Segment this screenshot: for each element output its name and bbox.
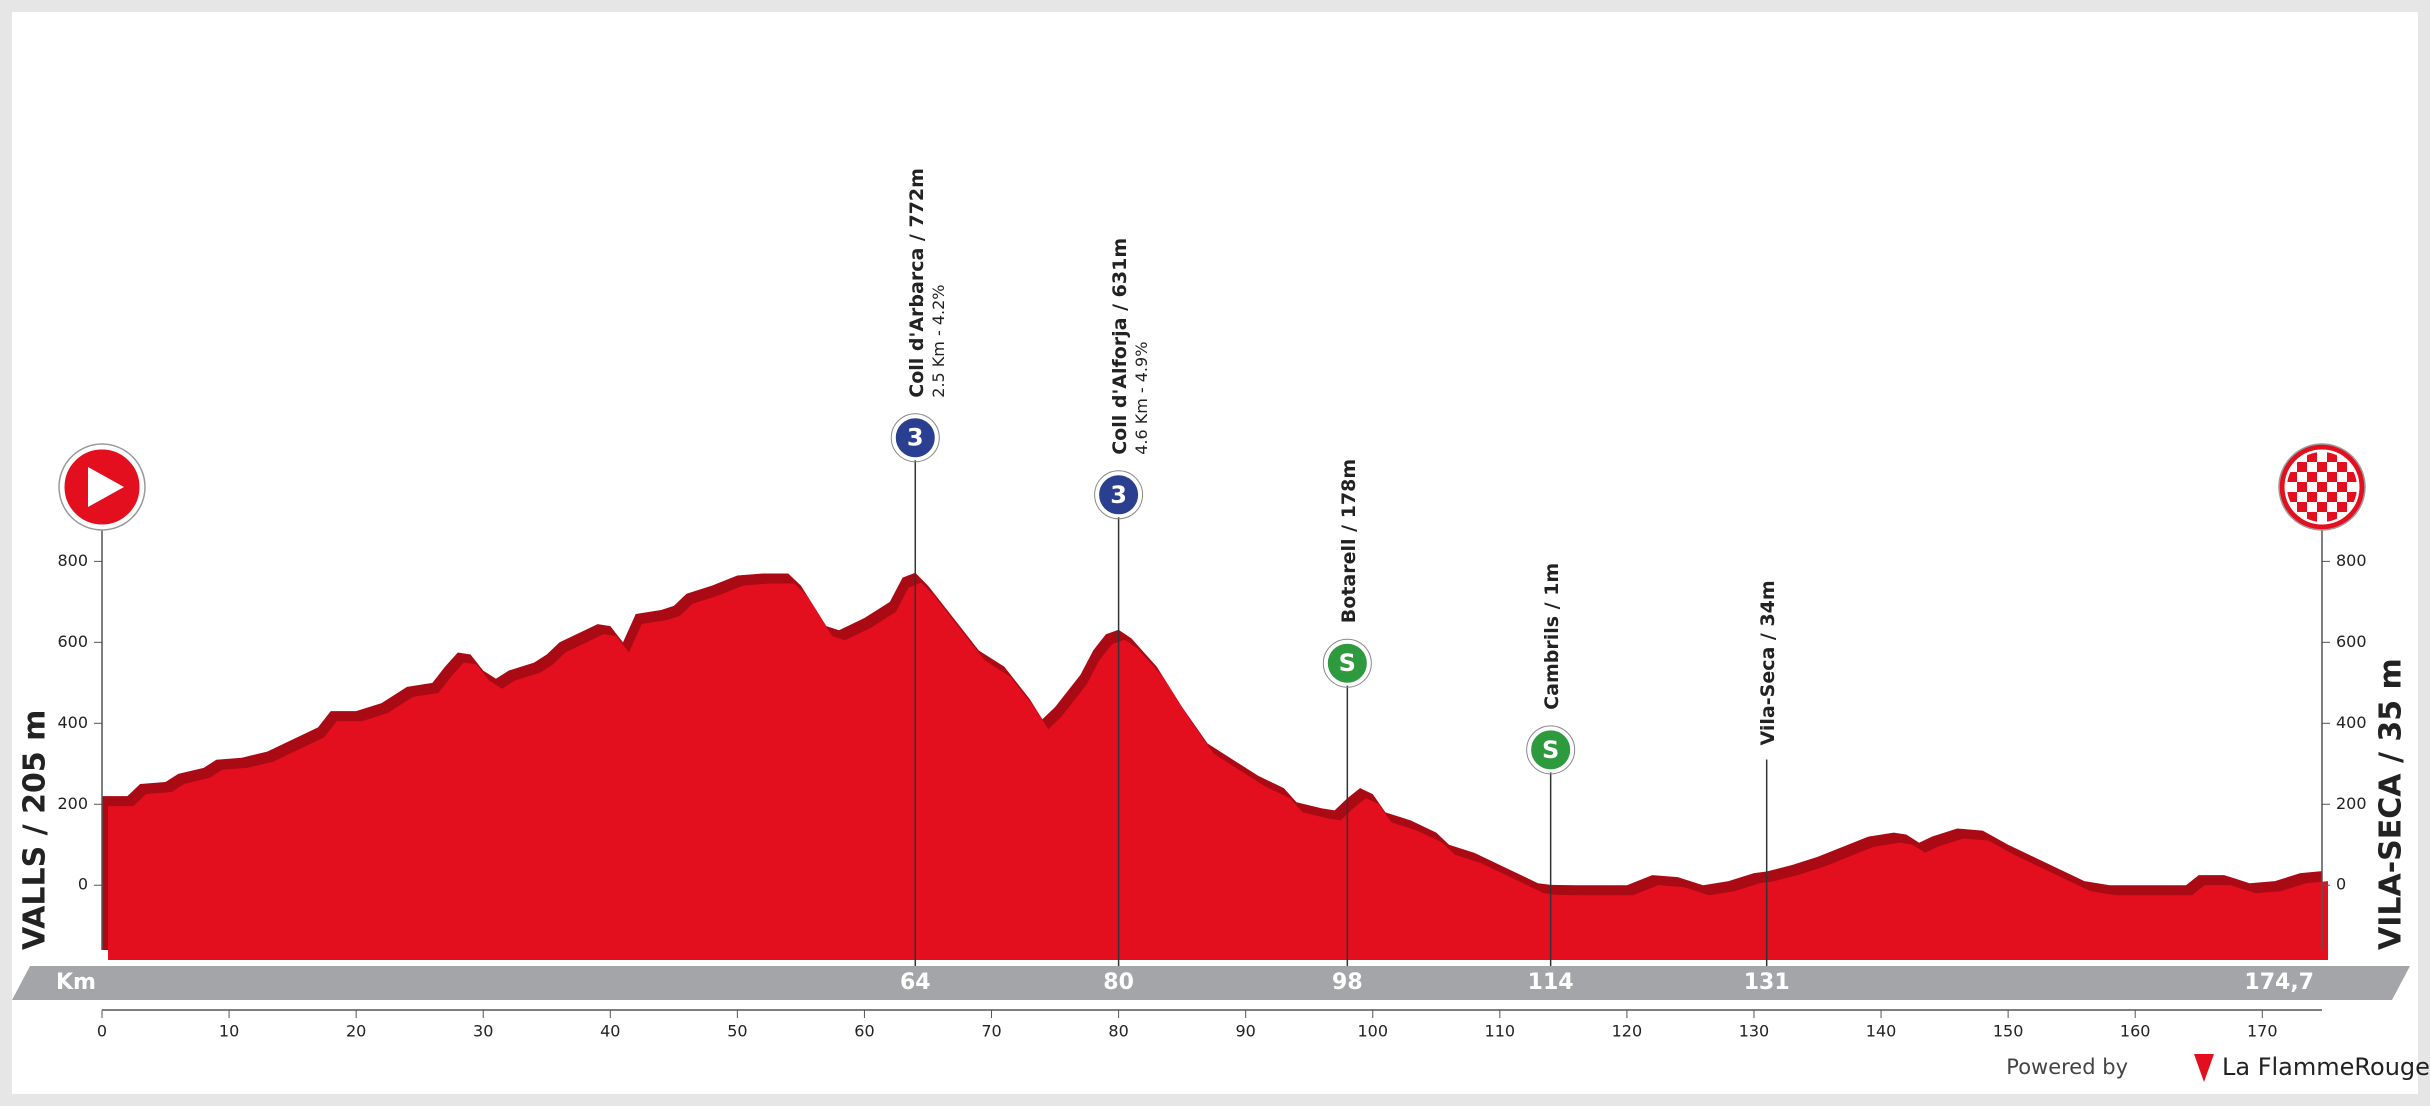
- x-tick-label: 60: [854, 1022, 874, 1041]
- poi-icon: [892, 415, 938, 461]
- km-marker: 64: [900, 970, 931, 995]
- checker-cell: [2317, 502, 2327, 512]
- poi-icon-ring: [890, 413, 940, 463]
- start-arrow: [88, 467, 124, 507]
- km-band-title: Km: [56, 970, 96, 995]
- poi-icon-ring: [1526, 725, 1576, 775]
- y-tick-label: 0: [78, 875, 88, 894]
- poi-icon: [1324, 640, 1370, 686]
- x-tick-label: 120: [1612, 1022, 1643, 1041]
- y-tick-label: 400: [57, 713, 88, 732]
- poi-icon-label: S: [1339, 649, 1356, 677]
- km-marker: 80: [1103, 970, 1134, 995]
- finish-icon-ring: [2278, 443, 2366, 531]
- checker-cell: [2307, 452, 2317, 462]
- x-tick-label: 160: [2120, 1022, 2151, 1041]
- checker-cell: [2287, 492, 2297, 502]
- checker-cell: [2297, 482, 2307, 492]
- checker-cell: [2347, 492, 2357, 502]
- credit-brand: La FlammeRouge: [2222, 1053, 2430, 1081]
- poi-icon-label: S: [1542, 736, 1559, 764]
- y-tick-label-right: 0: [2336, 875, 2346, 894]
- x-tick-label: 0: [97, 1022, 107, 1041]
- finish-label: VILA-SECA / 35 m: [2374, 658, 2409, 950]
- checker-cell: [2327, 492, 2337, 502]
- poi-icon: [1528, 727, 1574, 773]
- checker-cell: [2337, 502, 2347, 512]
- checker-cell: [2297, 462, 2307, 472]
- km-band: [12, 966, 2410, 1000]
- km-marker: 131: [1744, 970, 1790, 995]
- poi-label: Coll d'Arbarca / 772m: [906, 168, 928, 398]
- x-tick-label: 150: [1993, 1022, 2024, 1041]
- poi-detail: 2.5 Km - 4.2%: [929, 285, 948, 398]
- x-tick-label: 110: [1485, 1022, 1516, 1041]
- poi-label: Coll d'Alforja / 631m: [1109, 238, 1131, 455]
- poi-icon: [1096, 472, 1142, 518]
- checker-cell: [2327, 512, 2337, 522]
- x-tick-label: 30: [473, 1022, 493, 1041]
- checker-cell: [2307, 512, 2317, 522]
- checker-cell: [2337, 462, 2347, 472]
- checker-cell: [2307, 472, 2317, 482]
- poi-icon-ring: [1322, 638, 1372, 688]
- poi-icon-ring: [1094, 470, 1144, 520]
- checker-cell: [2327, 452, 2337, 462]
- checker-cell: [2297, 502, 2307, 512]
- poi-label: Botarell / 178m: [1338, 459, 1360, 623]
- checker-cell: [2327, 472, 2337, 482]
- brand-logo: [2194, 1054, 2214, 1082]
- x-tick-label: 10: [219, 1022, 239, 1041]
- y-tick-label: 600: [57, 632, 88, 651]
- x-tick-label: 80: [1108, 1022, 1128, 1041]
- x-tick-label: 20: [346, 1022, 366, 1041]
- x-tick-label: 100: [1357, 1022, 1388, 1041]
- checker-cell: [2317, 462, 2327, 472]
- km-marker: 98: [1332, 970, 1363, 995]
- km-marker: 114: [1528, 970, 1574, 995]
- y-tick-label: 200: [57, 794, 88, 813]
- poi-label: Vila-Seca / 34m: [1757, 580, 1779, 745]
- start-label: VALLS / 205 m: [18, 710, 53, 950]
- poi-icon-label: 3: [907, 424, 924, 452]
- checker-cell: [2317, 482, 2327, 492]
- poi-label: Cambrils / 1m: [1541, 563, 1563, 710]
- checker-cell: [2337, 482, 2347, 492]
- checker-cell: [2307, 492, 2317, 502]
- y-tick-label-right: 600: [2336, 632, 2367, 651]
- x-tick-label: 50: [727, 1022, 747, 1041]
- y-tick-label-right: 800: [2336, 551, 2367, 570]
- credit-prefix: Powered by: [2006, 1055, 2128, 1079]
- km-marker: 174,7: [2244, 970, 2314, 995]
- y-tick-label-right: 200: [2336, 794, 2367, 813]
- x-tick-label: 170: [2247, 1022, 2278, 1041]
- checker-cell: [2347, 472, 2357, 482]
- x-tick-label: 70: [981, 1022, 1001, 1041]
- start-icon-ring: [58, 443, 146, 531]
- finish-checker: [2287, 452, 2357, 522]
- x-tick-label: 130: [1739, 1022, 1770, 1041]
- x-tick-label: 90: [1235, 1022, 1255, 1041]
- profile-area: [108, 582, 2328, 960]
- x-tick-label: 40: [600, 1022, 620, 1041]
- checker-cell: [2287, 472, 2297, 482]
- y-tick-label: 800: [57, 551, 88, 570]
- poi-icon-label: 3: [1110, 481, 1127, 509]
- x-tick-label: 140: [1866, 1022, 1897, 1041]
- poi-detail: 4.6 Km - 4.9%: [1132, 342, 1151, 455]
- y-tick-label-right: 400: [2336, 713, 2367, 732]
